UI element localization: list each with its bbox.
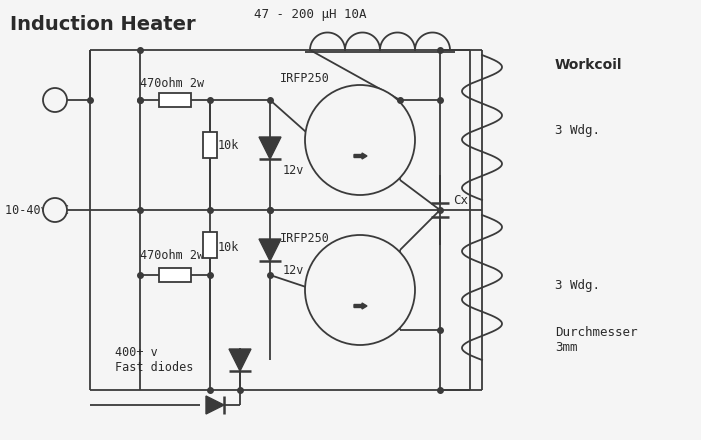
Text: +: + [52,95,58,105]
Text: 10-40v CC: 10-40v CC [5,203,69,216]
Text: 12v: 12v [283,164,304,176]
Polygon shape [229,349,251,371]
Bar [159,268,191,282]
Text: 3 Wdg.: 3 Wdg. [555,124,600,136]
Polygon shape [206,396,224,414]
Ellipse shape [305,85,415,195]
Bar [159,93,191,107]
Text: Induction Heater: Induction Heater [10,15,196,34]
Text: Workcoil: Workcoil [555,58,622,72]
Bar [203,132,217,158]
Ellipse shape [305,235,415,345]
Text: 3 Wdg.: 3 Wdg. [555,279,600,292]
FancyArrow shape [354,153,367,159]
Circle shape [43,88,67,112]
FancyArrow shape [354,303,367,309]
Text: 470ohm 2w: 470ohm 2w [140,77,204,90]
Text: Durchmesser
3mm: Durchmesser 3mm [555,326,637,354]
Text: 47 - 200 μH 10A: 47 - 200 μH 10A [254,8,366,21]
Polygon shape [259,137,281,159]
Text: IRFP250: IRFP250 [280,72,330,85]
Text: −: − [51,203,59,216]
Circle shape [43,198,67,222]
Text: 400+ v
Fast diodes: 400+ v Fast diodes [115,346,193,374]
Text: 470ohm 2w: 470ohm 2w [140,249,204,262]
Text: Cx: Cx [453,194,468,206]
Polygon shape [259,239,281,261]
Text: 12v: 12v [283,264,304,276]
Text: 10k: 10k [218,241,239,253]
Bar [203,232,217,258]
Text: 10k: 10k [218,139,239,151]
Text: IRFP250: IRFP250 [280,232,330,245]
